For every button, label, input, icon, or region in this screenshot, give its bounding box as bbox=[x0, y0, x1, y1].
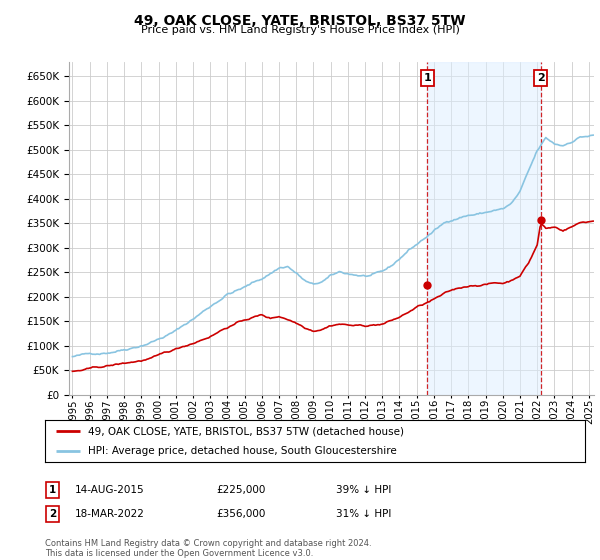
Text: £225,000: £225,000 bbox=[216, 485, 265, 495]
Text: 2: 2 bbox=[537, 73, 545, 83]
Text: 2: 2 bbox=[49, 509, 56, 519]
Text: 31% ↓ HPI: 31% ↓ HPI bbox=[336, 509, 391, 519]
Text: 1: 1 bbox=[49, 485, 56, 495]
Text: 49, OAK CLOSE, YATE, BRISTOL, BS37 5TW: 49, OAK CLOSE, YATE, BRISTOL, BS37 5TW bbox=[134, 14, 466, 28]
Text: £356,000: £356,000 bbox=[216, 509, 265, 519]
Text: HPI: Average price, detached house, South Gloucestershire: HPI: Average price, detached house, Sout… bbox=[88, 446, 397, 456]
Text: Price paid vs. HM Land Registry's House Price Index (HPI): Price paid vs. HM Land Registry's House … bbox=[140, 25, 460, 35]
Text: 49, OAK CLOSE, YATE, BRISTOL, BS37 5TW (detached house): 49, OAK CLOSE, YATE, BRISTOL, BS37 5TW (… bbox=[88, 426, 404, 436]
Text: 1: 1 bbox=[424, 73, 431, 83]
Bar bbox=[427, 62, 541, 395]
Text: Contains HM Land Registry data © Crown copyright and database right 2024.
This d: Contains HM Land Registry data © Crown c… bbox=[45, 539, 371, 558]
Text: 18-MAR-2022: 18-MAR-2022 bbox=[75, 509, 145, 519]
Text: 14-AUG-2015: 14-AUG-2015 bbox=[75, 485, 145, 495]
Text: 39% ↓ HPI: 39% ↓ HPI bbox=[336, 485, 391, 495]
